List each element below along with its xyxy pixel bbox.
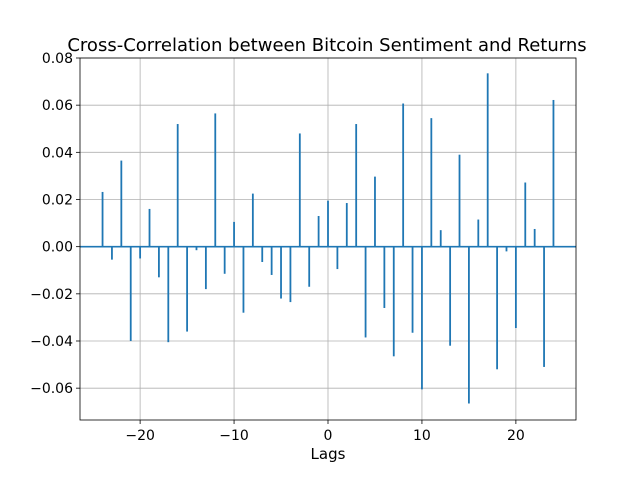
bar — [233, 221, 235, 247]
bar — [308, 246, 311, 287]
bar — [533, 228, 536, 247]
bar — [186, 246, 188, 332]
bar — [101, 191, 104, 247]
bar — [392, 246, 395, 357]
bar — [204, 246, 207, 290]
bar — [421, 246, 423, 390]
y-tick-label: 0.02 — [42, 192, 73, 208]
y-tick-label: 0.04 — [42, 145, 73, 161]
bar — [364, 246, 367, 338]
bar — [327, 200, 329, 247]
bar — [317, 216, 320, 247]
bar — [176, 124, 179, 247]
bar — [439, 230, 442, 247]
y-tick-label: 0.08 — [42, 51, 73, 67]
y-tick-label: −0.06 — [30, 381, 73, 397]
bar — [251, 193, 254, 247]
x-tick-label: −20 — [125, 428, 155, 444]
y-tick-label: −0.04 — [30, 334, 73, 350]
bar — [477, 219, 480, 247]
bar — [139, 246, 142, 259]
bar — [111, 246, 113, 260]
bar — [402, 103, 405, 247]
x-axis-label: Lags — [311, 445, 346, 463]
bar — [214, 113, 217, 247]
bar — [458, 154, 461, 247]
bar — [411, 246, 414, 333]
bar — [280, 246, 282, 299]
bar — [129, 246, 132, 341]
bar — [223, 246, 226, 274]
bar — [242, 246, 245, 313]
bar — [167, 246, 170, 343]
bar — [524, 182, 527, 247]
bar — [289, 246, 292, 303]
bar — [298, 133, 301, 247]
bar — [374, 176, 376, 247]
chart-title: Cross-Correlation between Bitcoin Sentim… — [67, 35, 586, 56]
bar — [543, 246, 545, 367]
bar — [120, 160, 123, 247]
bar — [468, 246, 470, 404]
bar — [486, 73, 489, 247]
bar — [261, 246, 264, 262]
bar — [496, 246, 498, 370]
y-tick-label: −0.02 — [30, 287, 73, 303]
x-tick-label: −10 — [219, 428, 249, 444]
bar — [270, 246, 273, 275]
bar — [195, 246, 198, 251]
bar — [148, 208, 151, 247]
bar — [383, 246, 386, 308]
bar — [514, 246, 517, 329]
bar — [449, 246, 452, 346]
x-tick-label: 10 — [413, 428, 431, 444]
bar — [430, 118, 433, 247]
y-tick-label: 0.00 — [42, 240, 73, 256]
bar-series — [101, 73, 555, 404]
axis-ticks: −20 −10 0 10 20 −0.06 −0.04 −0.02 0.00 0.02 0.04 0.… — [30, 51, 525, 444]
bar — [336, 246, 339, 270]
x-tick-label: 0 — [324, 428, 333, 444]
bar — [345, 203, 348, 247]
x-tick-label: 20 — [507, 428, 525, 444]
y-tick-label: 0.06 — [42, 98, 73, 114]
bar — [355, 124, 358, 247]
bar — [552, 99, 555, 247]
bar — [158, 246, 160, 278]
bar — [505, 246, 508, 252]
